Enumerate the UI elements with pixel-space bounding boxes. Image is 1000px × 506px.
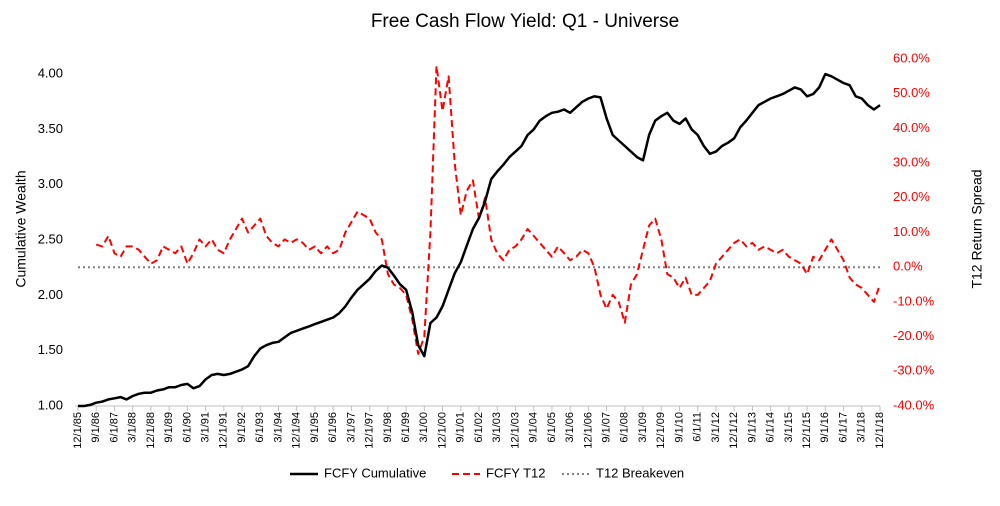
y2-tick-label: 0.0% bbox=[893, 259, 923, 274]
x-tick-label: 3/1/97 bbox=[345, 412, 357, 443]
x-tick-label: 12/1/97 bbox=[364, 412, 376, 449]
x-tick-label: 12/1/09 bbox=[655, 412, 667, 449]
chart-title: Free Cash Flow Yield: Q1 - Universe bbox=[371, 11, 679, 32]
x-tick-label: 6/1/14 bbox=[765, 412, 777, 443]
x-tick-label: 9/1/01 bbox=[455, 412, 467, 443]
x-tick-label: 3/1/06 bbox=[564, 412, 576, 443]
y-tick-label: 4.00 bbox=[38, 66, 63, 81]
x-tick-label: 6/1/93 bbox=[254, 412, 266, 443]
y2-tick-label: -40.0% bbox=[893, 397, 935, 412]
y2-tick-label: 30.0% bbox=[893, 154, 930, 169]
x-tick-label: 9/1/95 bbox=[309, 412, 321, 443]
x-tick-label: 9/1/04 bbox=[528, 412, 540, 443]
legend-label: T12 Breakeven bbox=[596, 465, 684, 480]
x-tick-label: 9/1/89 bbox=[163, 412, 175, 443]
x-tick-label: 9/1/92 bbox=[236, 412, 248, 443]
x-tick-label: 3/1/91 bbox=[199, 412, 211, 443]
x-tick-label: 6/1/05 bbox=[546, 412, 558, 443]
y-tick-label: 2.50 bbox=[38, 232, 63, 247]
x-tick-label: 3/1/94 bbox=[272, 412, 284, 443]
x-tick-label: 9/1/16 bbox=[819, 412, 831, 443]
y-tick-label: 2.00 bbox=[38, 287, 63, 302]
legend-label: FCFY T12 bbox=[486, 465, 545, 480]
y2-axis-title: T12 Return Spread bbox=[969, 169, 985, 288]
x-tick-label: 12/1/03 bbox=[509, 412, 521, 449]
y2-tick-label: -10.0% bbox=[893, 293, 935, 308]
x-tick-label: 3/1/09 bbox=[637, 412, 649, 443]
series-line bbox=[95, 64, 881, 355]
x-tick-label: 6/1/17 bbox=[837, 412, 849, 443]
x-tick-label: 3/1/88 bbox=[127, 412, 139, 443]
x-tick-label: 3/1/15 bbox=[783, 412, 795, 443]
x-tick-label: 9/1/10 bbox=[673, 412, 685, 443]
x-tick-label: 6/1/87 bbox=[108, 412, 120, 443]
y2-tick-label: -30.0% bbox=[893, 363, 935, 378]
y2-tick-label: 50.0% bbox=[893, 85, 930, 100]
x-tick-label: 9/1/86 bbox=[90, 412, 102, 443]
x-tick-label: 3/1/03 bbox=[491, 412, 503, 443]
x-tick-label: 6/1/11 bbox=[692, 412, 704, 442]
x-tick-label: 6/1/90 bbox=[181, 412, 193, 443]
y-axis-title: Cumulative Wealth bbox=[13, 170, 29, 287]
y2-tick-label: 40.0% bbox=[893, 120, 930, 135]
x-tick-label: 12/1/91 bbox=[218, 412, 230, 449]
x-tick-label: 9/1/98 bbox=[382, 412, 394, 443]
y2-tick-label: -20.0% bbox=[893, 328, 935, 343]
x-tick-label: 6/1/96 bbox=[327, 412, 339, 443]
x-tick-label: 6/1/02 bbox=[473, 412, 485, 443]
x-tick-label: 6/1/99 bbox=[400, 412, 412, 443]
x-tick-label: 3/1/18 bbox=[856, 412, 868, 443]
x-tick-label: 12/1/15 bbox=[801, 412, 813, 449]
y-tick-label: 3.50 bbox=[38, 121, 63, 136]
legend-label: FCFY Cumulative bbox=[324, 465, 426, 480]
y-tick-label: 1.50 bbox=[38, 342, 63, 357]
x-tick-label: 12/1/18 bbox=[874, 412, 886, 449]
x-tick-label: 3/1/00 bbox=[418, 412, 430, 443]
y-tick-label: 1.00 bbox=[38, 397, 63, 412]
series-line bbox=[78, 72, 881, 408]
x-tick-label: 12/1/06 bbox=[582, 412, 594, 449]
x-tick-label: 12/1/12 bbox=[728, 412, 740, 449]
x-tick-label: 12/1/85 bbox=[72, 412, 84, 449]
y2-tick-label: 10.0% bbox=[893, 224, 930, 239]
x-tick-label: 9/1/07 bbox=[600, 412, 612, 443]
x-tick-label: 9/1/13 bbox=[746, 412, 758, 443]
x-tick-label: 6/1/08 bbox=[619, 412, 631, 443]
y-tick-label: 3.00 bbox=[38, 176, 63, 191]
x-tick-label: 12/1/88 bbox=[145, 412, 157, 449]
x-tick-label: 12/1/00 bbox=[436, 412, 448, 449]
y2-tick-label: 20.0% bbox=[893, 189, 930, 204]
y2-tick-label: 60.0% bbox=[893, 50, 930, 65]
x-tick-label: 12/1/94 bbox=[291, 412, 303, 449]
x-tick-label: 3/1/12 bbox=[710, 412, 722, 443]
